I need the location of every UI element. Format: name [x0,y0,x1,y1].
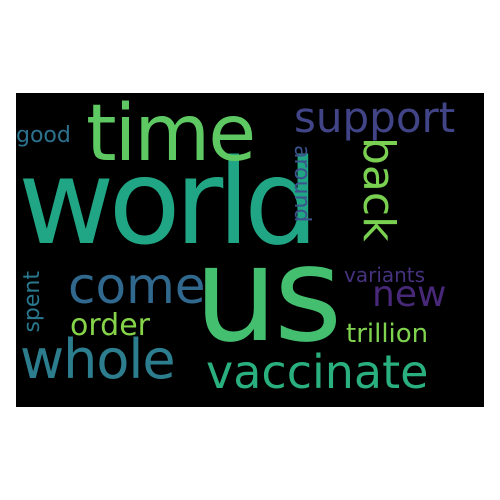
word-order: order [70,308,150,343]
word-us: us [194,218,342,372]
word-cloud: world us time support back around good c… [16,93,484,407]
word-time: time [86,93,256,179]
word-world: world [18,133,319,271]
word-trillion: trillion [346,319,429,349]
word-back: back [353,137,404,242]
word-come: come [68,257,206,315]
word-vaccinate: vaccinate [206,345,429,399]
word-new: new [372,274,447,315]
word-variants: variants [344,263,426,287]
word-around: around [289,145,314,223]
word-support: support [294,93,456,142]
word-good: good [16,123,71,148]
word-spent: spent [20,271,45,333]
word-whole: whole [20,328,176,391]
